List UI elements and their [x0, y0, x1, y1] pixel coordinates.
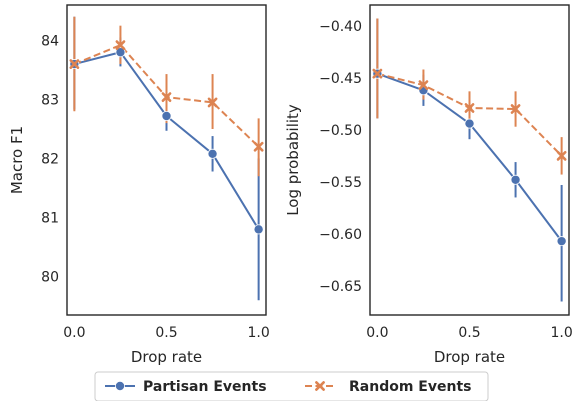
random-marker — [464, 103, 475, 113]
legend: Partisan Events Random Events — [94, 371, 489, 401]
x-tick-label: 0.5 — [458, 325, 480, 341]
partisan-marker — [207, 148, 218, 159]
partisan-marker — [510, 174, 521, 185]
x-tick-label: 0.0 — [366, 325, 388, 341]
y-tick-label: −0.50 — [319, 123, 362, 139]
legend-box — [94, 371, 489, 401]
random-marker — [115, 40, 126, 51]
axes-frame — [369, 4, 570, 316]
x-axis-label: Drop rate — [131, 348, 202, 366]
random-events-markers — [69, 40, 264, 152]
axes-frame — [66, 4, 267, 316]
y-axis-label: Log probability — [284, 104, 302, 216]
random-events-series — [376, 18, 563, 175]
y-tick-label: 81 — [41, 211, 59, 227]
random-marker — [418, 80, 429, 91]
legend-item-partisan-events: Partisan Events — [105, 379, 267, 395]
random-marker — [510, 104, 521, 114]
x-tick-label: 0.0 — [63, 325, 85, 341]
x-tick-label: 0.5 — [155, 325, 177, 341]
y-tick-label: −0.60 — [319, 227, 362, 243]
random-marker — [207, 97, 218, 108]
partisan-marker — [253, 224, 264, 235]
x-tick-label: 1.0 — [550, 325, 572, 341]
partisan-marker — [464, 118, 475, 129]
partisan-events-series — [73, 16, 260, 301]
y-tick-label: 80 — [41, 270, 59, 286]
random-events-markers — [372, 68, 567, 161]
partisan-marker — [556, 236, 567, 247]
random-marker — [253, 141, 264, 152]
y-tick-label: −0.55 — [319, 175, 362, 191]
partisan-marker — [115, 47, 126, 58]
y-tick-label: 82 — [41, 152, 59, 168]
y-tick-label: −0.40 — [319, 19, 362, 35]
random-marker — [315, 381, 325, 391]
partisan-events-series — [376, 18, 563, 302]
y-tick-label: −0.45 — [319, 71, 362, 87]
y-tick-label: 84 — [41, 33, 59, 49]
legend-label: Random Events — [349, 379, 471, 395]
legend-label: Partisan Events — [143, 379, 267, 395]
y-tick-label: −0.65 — [319, 279, 362, 295]
right-chart-log-probability: 0.0 0.5 1.0 −0.40 −0.45 −0.50 −0.55 −0.60 −0.65 D… — [284, 4, 573, 366]
x-axis-label: Drop rate — [434, 348, 505, 366]
legend-item-random-events: Random Events — [305, 379, 471, 395]
x-tick-label: 1.0 — [247, 325, 269, 341]
random-marker — [372, 68, 383, 79]
partisan-marker — [115, 380, 126, 391]
random-marker — [161, 92, 172, 103]
random-marker — [556, 150, 567, 161]
y-tick-label: 83 — [41, 92, 59, 108]
y-axis-label: Macro F1 — [8, 126, 26, 194]
partisan-marker — [161, 111, 172, 122]
left-chart-macro-f1: 0.0 0.5 1.0 80 81 82 83 84 Drop rate Macro F1 — [8, 4, 270, 366]
random-marker — [69, 59, 80, 69]
